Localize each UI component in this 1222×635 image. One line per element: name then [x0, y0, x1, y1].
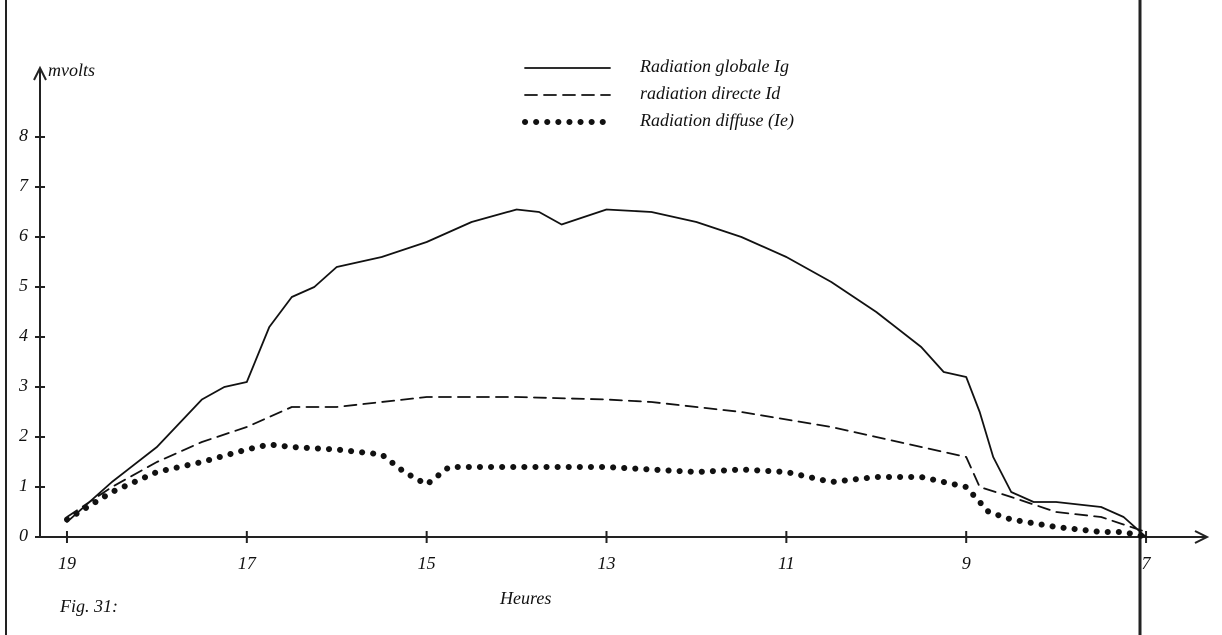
x-axis-label: Heures — [499, 588, 551, 608]
legend-label: Radiation diffuse (Ie) — [639, 110, 794, 131]
y-tick-label: 6 — [19, 225, 28, 245]
y-tick-label: 5 — [19, 275, 28, 295]
legend-label: radiation directe Id — [640, 83, 781, 103]
y-tick-label: 8 — [19, 125, 28, 145]
x-tick-label: 19 — [58, 553, 76, 573]
series-line — [64, 441, 1149, 540]
caption: Fig. 31: — [59, 596, 118, 616]
legend-label: Radiation globale Ig — [639, 56, 789, 76]
x-tick-label: 17 — [238, 553, 257, 573]
y-tick-label: 3 — [18, 375, 28, 395]
x-tick-label: 15 — [418, 553, 436, 573]
y-tick-label: 1 — [19, 475, 28, 495]
y-tick-label: 7 — [19, 175, 29, 195]
x-tick-label: 11 — [778, 553, 795, 573]
series-line — [66, 208, 1147, 538]
y-tick-label: 4 — [19, 325, 28, 345]
series-line — [66, 396, 1147, 533]
x-tick-label: 9 — [962, 553, 971, 573]
y-axis-arrow — [33, 65, 47, 81]
y-axis-label: mvolts — [48, 60, 95, 80]
y-tick-label: 2 — [19, 425, 28, 445]
y-tick-label: 0 — [19, 525, 28, 545]
x-axis-arrow — [1194, 530, 1210, 544]
x-tick-label: 13 — [598, 553, 616, 573]
x-tick-label: 7 — [1142, 553, 1152, 573]
